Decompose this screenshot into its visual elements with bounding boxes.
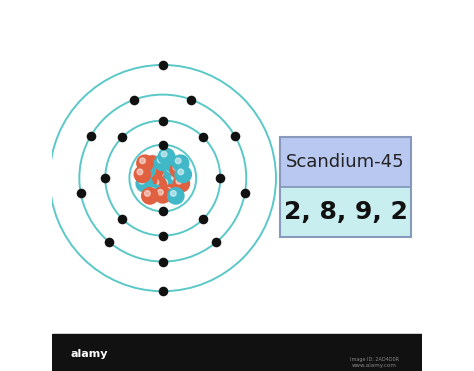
Point: [159, 118, 166, 124]
Circle shape: [137, 152, 189, 204]
Circle shape: [165, 188, 172, 193]
Circle shape: [144, 175, 149, 180]
Point: [200, 216, 207, 222]
Circle shape: [137, 155, 153, 171]
Circle shape: [172, 175, 177, 180]
Circle shape: [149, 166, 155, 172]
Circle shape: [142, 165, 147, 170]
Circle shape: [163, 185, 179, 201]
Bar: [280, 137, 411, 187]
Circle shape: [139, 178, 145, 184]
Circle shape: [175, 166, 191, 183]
Circle shape: [137, 169, 143, 175]
Circle shape: [144, 156, 161, 172]
Circle shape: [134, 166, 151, 183]
Text: Scandium-45: Scandium-45: [286, 153, 405, 171]
Circle shape: [164, 163, 180, 180]
Circle shape: [157, 190, 163, 195]
Point: [130, 97, 138, 103]
Point: [159, 259, 166, 265]
Circle shape: [167, 166, 173, 172]
Circle shape: [157, 157, 163, 163]
Text: alamy: alamy: [70, 349, 108, 359]
Point: [101, 175, 109, 181]
Text: 2, 8, 9, 2: 2, 8, 9, 2: [283, 200, 408, 224]
Circle shape: [145, 191, 150, 196]
Circle shape: [139, 162, 155, 178]
Point: [159, 142, 166, 148]
Point: [213, 239, 220, 245]
Circle shape: [155, 168, 171, 184]
Circle shape: [173, 175, 190, 192]
Circle shape: [170, 162, 187, 178]
Circle shape: [168, 188, 184, 204]
Text: Image ID: 2AD4D0R: Image ID: 2AD4D0R: [350, 357, 399, 362]
Circle shape: [136, 175, 153, 192]
Point: [105, 239, 113, 245]
Circle shape: [150, 177, 166, 193]
Circle shape: [146, 163, 163, 180]
Circle shape: [155, 154, 171, 171]
Circle shape: [175, 158, 181, 164]
Circle shape: [149, 188, 155, 193]
Circle shape: [157, 171, 163, 177]
Point: [159, 233, 166, 239]
Point: [159, 288, 166, 294]
Point: [200, 134, 207, 140]
Point: [241, 190, 249, 196]
Circle shape: [176, 178, 182, 184]
Circle shape: [169, 172, 185, 188]
Bar: [280, 137, 411, 237]
Circle shape: [173, 155, 189, 171]
Text: www.alamy.com: www.alamy.com: [352, 363, 397, 368]
Point: [231, 134, 239, 139]
Circle shape: [147, 159, 153, 164]
Circle shape: [146, 185, 163, 201]
Circle shape: [161, 151, 167, 157]
Circle shape: [142, 188, 158, 204]
Point: [188, 97, 195, 103]
Bar: [52, 334, 422, 371]
Circle shape: [168, 159, 173, 164]
Point: [87, 133, 94, 139]
Point: [217, 175, 224, 181]
Point: [118, 134, 126, 140]
Point: [159, 62, 166, 68]
Point: [77, 190, 84, 196]
Circle shape: [165, 156, 182, 172]
Circle shape: [158, 148, 175, 165]
Circle shape: [153, 180, 159, 185]
Circle shape: [171, 191, 176, 196]
Point: [118, 216, 126, 222]
Circle shape: [140, 158, 146, 164]
Circle shape: [178, 169, 183, 175]
Circle shape: [155, 187, 171, 203]
Circle shape: [134, 150, 191, 207]
Circle shape: [140, 172, 157, 188]
Circle shape: [173, 165, 179, 170]
Point: [159, 209, 166, 214]
Bar: [280, 187, 411, 237]
Circle shape: [162, 180, 168, 185]
Circle shape: [159, 177, 175, 193]
